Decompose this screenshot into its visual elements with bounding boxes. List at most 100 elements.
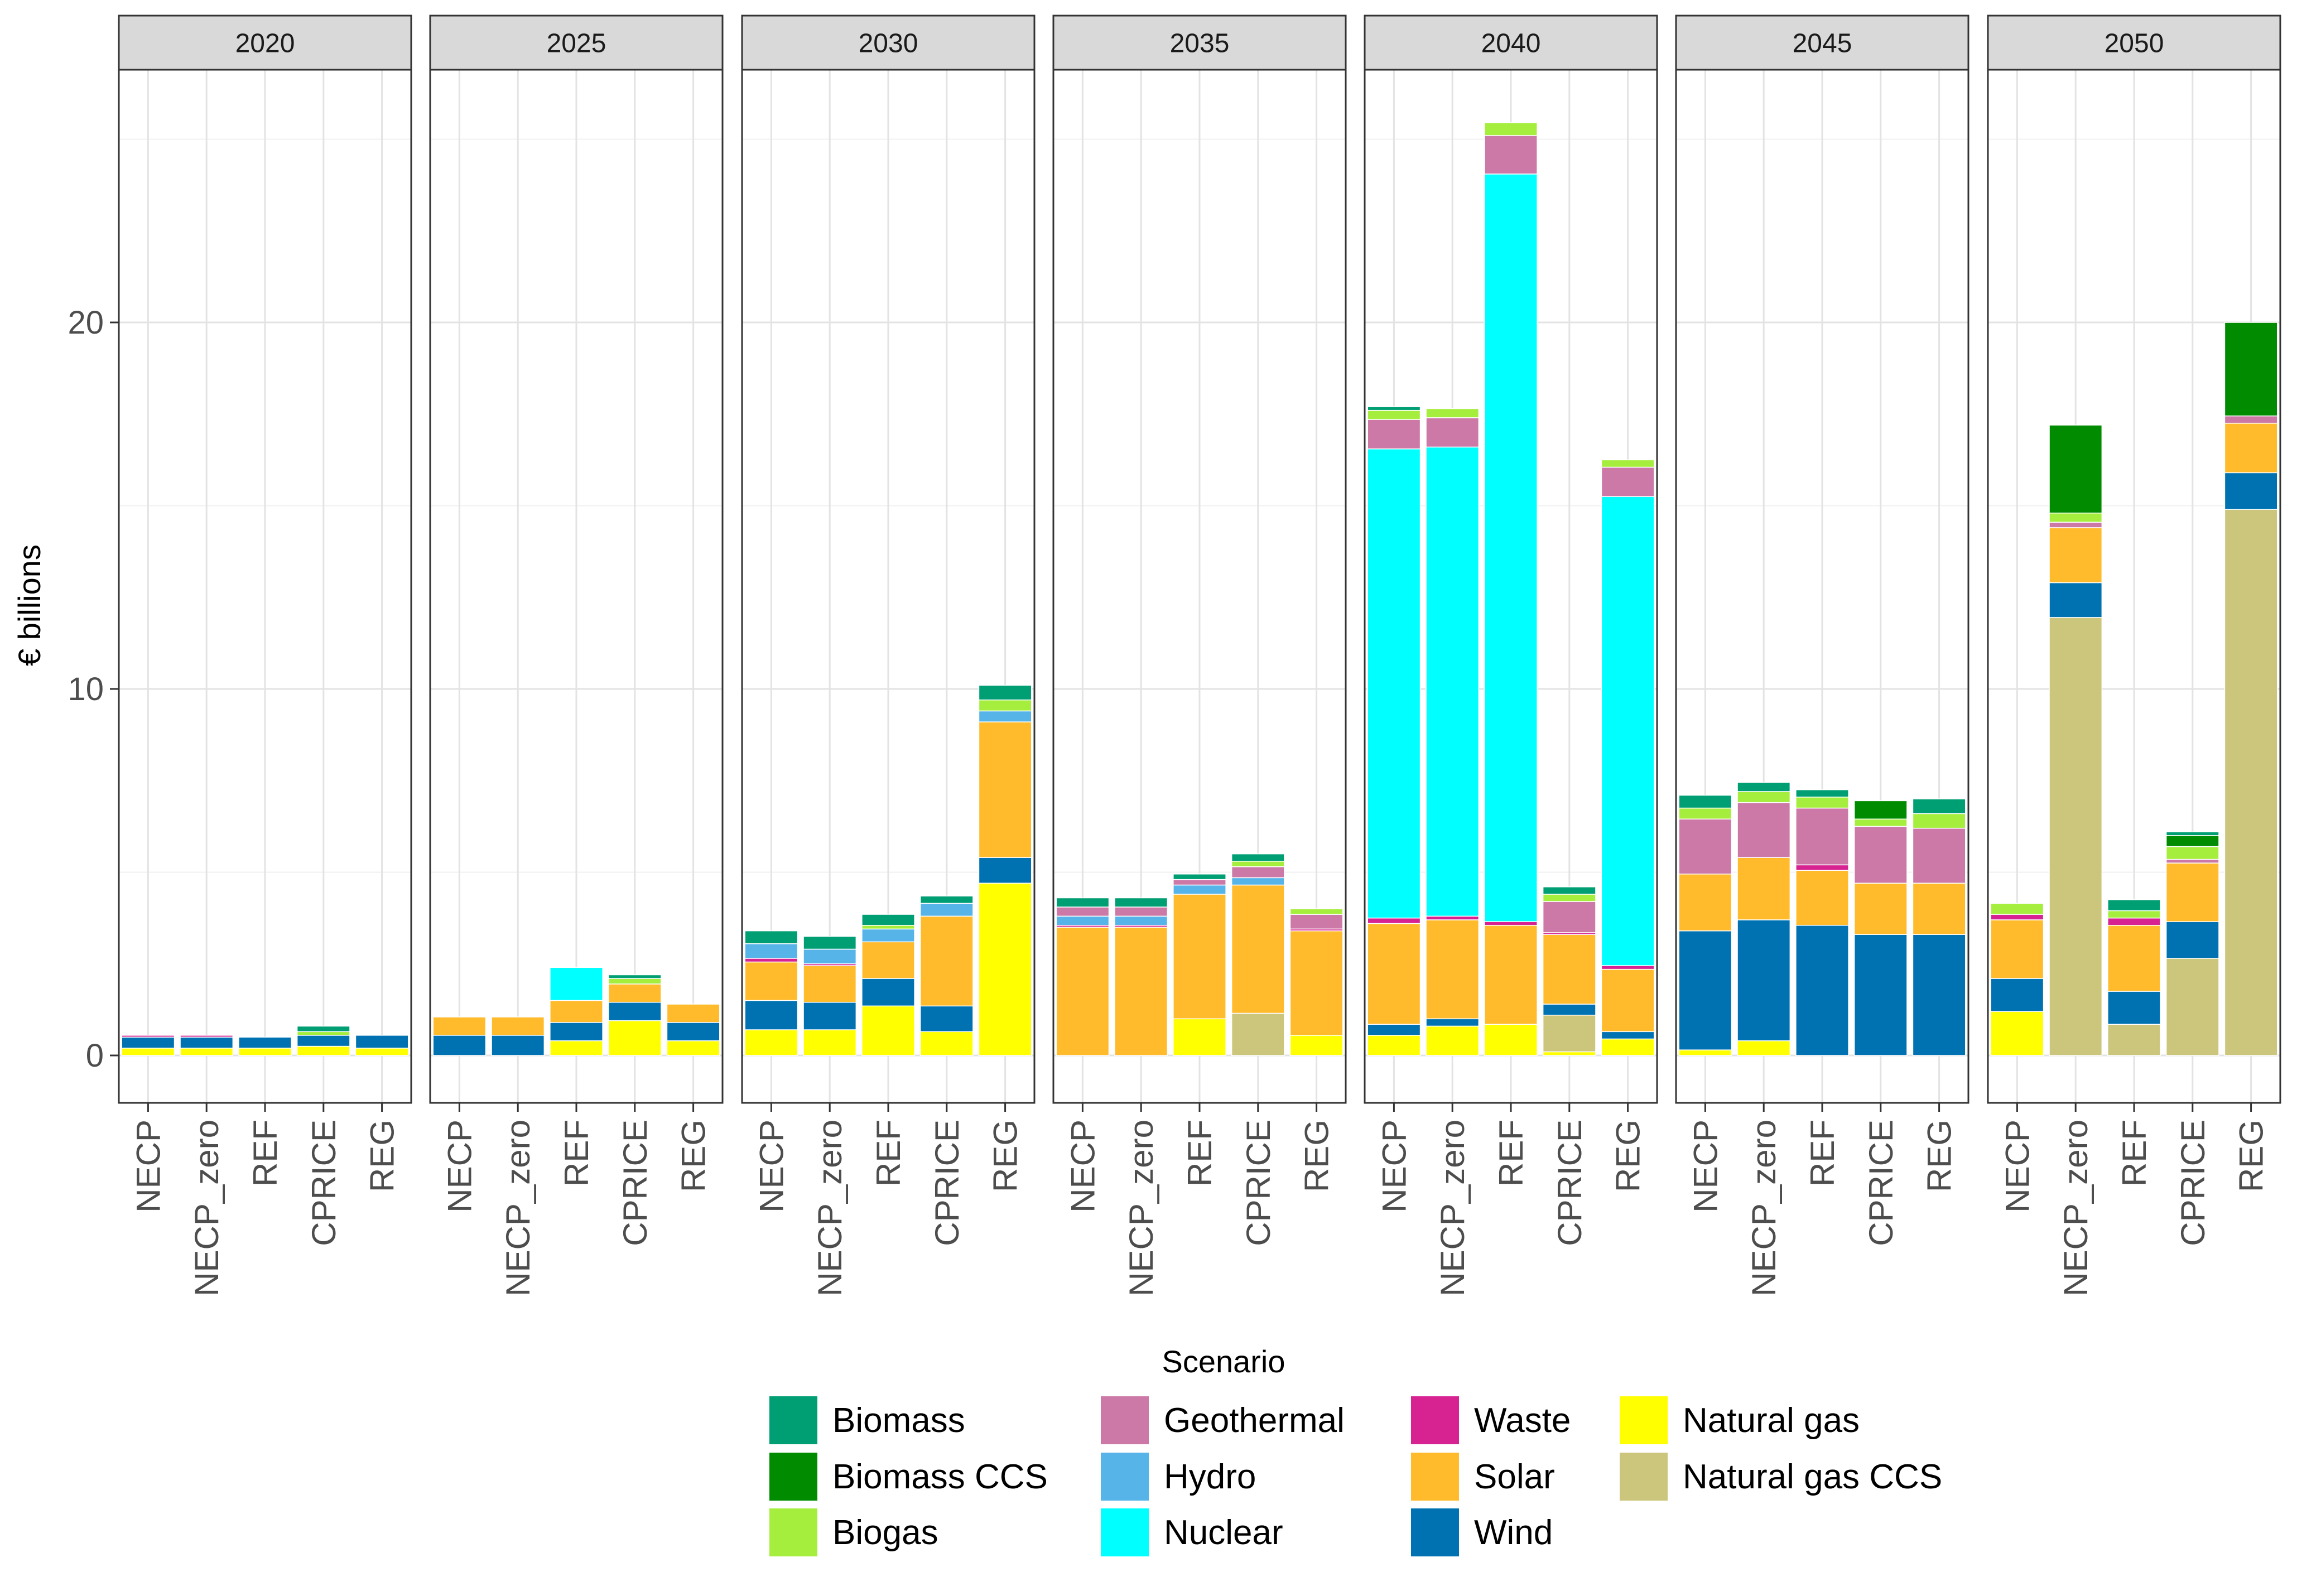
x-tick-label: NECP <box>753 1120 790 1213</box>
x-tick-label: REG <box>1298 1120 1336 1192</box>
y-axis-title: € billions <box>12 544 47 666</box>
y-tick-label: 0 <box>86 1038 104 1074</box>
bar-segment-2045-ref-waste <box>1795 864 1849 871</box>
facet-strip <box>1364 15 1658 71</box>
legend-item-biomass-ccs: Biomass CCS <box>768 1452 1048 1502</box>
bar-segment-2030-necp-hydro <box>744 943 798 959</box>
bar-segment-2045-necp-wind <box>1678 930 1732 1050</box>
bar-segment-2050-cprice-biomass-ccs <box>2165 835 2219 847</box>
x-tick-label: NECP <box>1375 1120 1413 1213</box>
legend-swatch <box>1410 1507 1460 1558</box>
bar-segment-2020-cprice-biomass <box>296 1025 350 1033</box>
bar-segment-2035-cprice-geothermal <box>1231 866 1285 879</box>
bar-segment-2020-necp-zero-waste <box>180 1035 234 1038</box>
legend-item-hydro: Hydro <box>1100 1452 1256 1502</box>
bar-segment-2040-cprice-biogas <box>1542 894 1596 902</box>
bar-segment-2050-cprice-biomass <box>2165 831 2219 836</box>
bar-segment-2030-reg-hydro <box>978 710 1032 722</box>
bar-segment-2025-reg-wind <box>666 1022 720 1042</box>
bar-segment-2030-cprice-biomass <box>919 895 974 904</box>
bar-segment-2050-cprice-biogas <box>2165 846 2219 860</box>
bar-segment-2035-reg-geothermal <box>1289 914 1343 930</box>
bar-segment-2050-ref-waste <box>2107 917 2161 926</box>
bar-segment-2050-ref-natural-gas-ccs <box>2107 1024 2161 1056</box>
x-tick-label: NECP_zero <box>1434 1120 1471 1296</box>
bar-segment-2035-necp-geothermal <box>1056 907 1110 917</box>
x-tick-label: NECP_zero <box>1745 1120 1783 1296</box>
bar-segment-2050-necp-zero-solar <box>2049 527 2103 584</box>
bar-segment-2025-cprice-biomass <box>608 974 662 979</box>
bar-segment-2020-necp-natural-gas <box>121 1048 175 1056</box>
bar-segment-2020-necp-zero-natural-gas <box>180 1048 234 1056</box>
bar-segment-2045-cprice-solar <box>1853 883 1908 935</box>
bar-segment-2045-necp-zero-biomass <box>1737 782 1791 792</box>
y-axis: 0 10 20 <box>68 305 119 1074</box>
bar-segment-2030-necp-zero-solar <box>803 965 857 1003</box>
bar-segment-2040-necp-solar <box>1367 923 1421 1025</box>
bar-segment-2020-reg-natural-gas <box>355 1048 409 1056</box>
bar-segment-2045-reg-geothermal <box>1912 827 1966 884</box>
legend-item-geothermal: Geothermal <box>1100 1395 1345 1445</box>
x-tick-label: CPRICE <box>1551 1120 1588 1246</box>
bar-segment-2020-necp-waste <box>121 1035 175 1038</box>
bar-segment-2020-cprice-natural-gas <box>296 1045 350 1056</box>
bar-segment-2025-necp-zero-solar <box>491 1016 545 1036</box>
bar-segment-2045-necp-solar <box>1678 874 1732 932</box>
legend: Biomass Biomass CCS Biogas Geothermal Hydro N… <box>768 1395 1942 1558</box>
bar-segment-2045-necp-zero-biogas <box>1737 791 1791 803</box>
bar-segment-2035-necp-hydro <box>1056 915 1110 926</box>
facet-strip-label: 2020 <box>235 29 295 59</box>
bar-segment-2040-reg-waste <box>1601 965 1655 970</box>
x-tick-label: REF <box>247 1120 284 1187</box>
bar-segment-2025-cprice-solar <box>608 983 662 1003</box>
bar-segment-2050-cprice-geothermal <box>2165 859 2219 864</box>
x-tick-label: NECP_zero <box>1123 1120 1160 1296</box>
legend-label: Geothermal <box>1164 1401 1345 1440</box>
bar-segment-2045-necp-zero-solar <box>1737 857 1791 920</box>
x-tick-label: REF <box>2116 1120 2153 1187</box>
legend-item-biogas: Biogas <box>768 1507 938 1558</box>
bar-segment-2040-cprice-wind <box>1542 1004 1596 1016</box>
bar-segment-2050-necp-solar <box>1990 919 2044 979</box>
legend-swatch <box>1100 1452 1150 1502</box>
bar-segment-2040-cprice-natural-gas <box>1542 1051 1596 1056</box>
bar-segment-2025-necp-wind <box>432 1035 487 1056</box>
legend-label: Solar <box>1474 1458 1555 1496</box>
y-tick-label: 10 <box>68 671 104 707</box>
legend-item-nuclear: Nuclear <box>1100 1507 1283 1558</box>
x-tick-label: CPRICE <box>1240 1120 1277 1246</box>
bar-segment-2025-reg-natural-gas <box>666 1040 720 1056</box>
bar-segment-2050-necp-zero-biogas <box>2049 512 2103 523</box>
bar-segment-2040-ref-nuclear <box>1484 173 1538 922</box>
bar-segment-2030-necp-biomass <box>744 930 798 944</box>
x-tick-label: REG <box>1921 1120 1958 1192</box>
bar-segment-2050-ref-wind <box>2107 991 2161 1025</box>
x-tick-label: NECP <box>1999 1120 2036 1213</box>
facet-panel-2025: 2025 NECP NECP_zero REF CPRICE REG <box>429 15 724 1296</box>
bar-segment-2050-necp-natural-gas <box>1990 1011 2044 1056</box>
bar-segment-2040-necp-biomass <box>1367 406 1421 411</box>
legend-item-natural-gas: Natural gas <box>1619 1395 1860 1445</box>
bar-segment-2040-reg-biogas <box>1601 459 1655 468</box>
bar-segment-2030-ref-solar <box>861 941 915 979</box>
legend-swatch <box>1100 1395 1150 1445</box>
x-tick-label: NECP <box>1687 1120 1724 1213</box>
bar-segment-2045-reg-biomass <box>1912 798 1966 814</box>
x-tick-label: NECP_zero <box>188 1120 225 1296</box>
bar-segment-2020-reg-wind <box>355 1035 409 1049</box>
x-tick-label: CPRICE <box>305 1120 343 1246</box>
bar-segment-2035-necp-zero-geothermal <box>1114 907 1168 917</box>
facet-strip-label: 2040 <box>1481 29 1541 59</box>
bar-segment-2040-necp-zero-nuclear <box>1426 446 1480 917</box>
legend-swatch <box>1619 1452 1669 1502</box>
bar-segment-2040-necp-zero-biogas <box>1426 408 1480 418</box>
bar-segment-2035-ref-hydro <box>1173 884 1226 895</box>
x-tick-label: REG <box>1610 1120 1647 1192</box>
bar-segment-2030-necp-solar <box>744 961 798 1001</box>
legend-label: Nuclear <box>1164 1513 1283 1552</box>
bar-segment-2030-necp-zero-hydro <box>803 948 857 965</box>
bar-segment-2035-cprice-solar <box>1231 884 1285 1014</box>
bar-segment-2030-ref-natural-gas <box>861 1005 915 1056</box>
